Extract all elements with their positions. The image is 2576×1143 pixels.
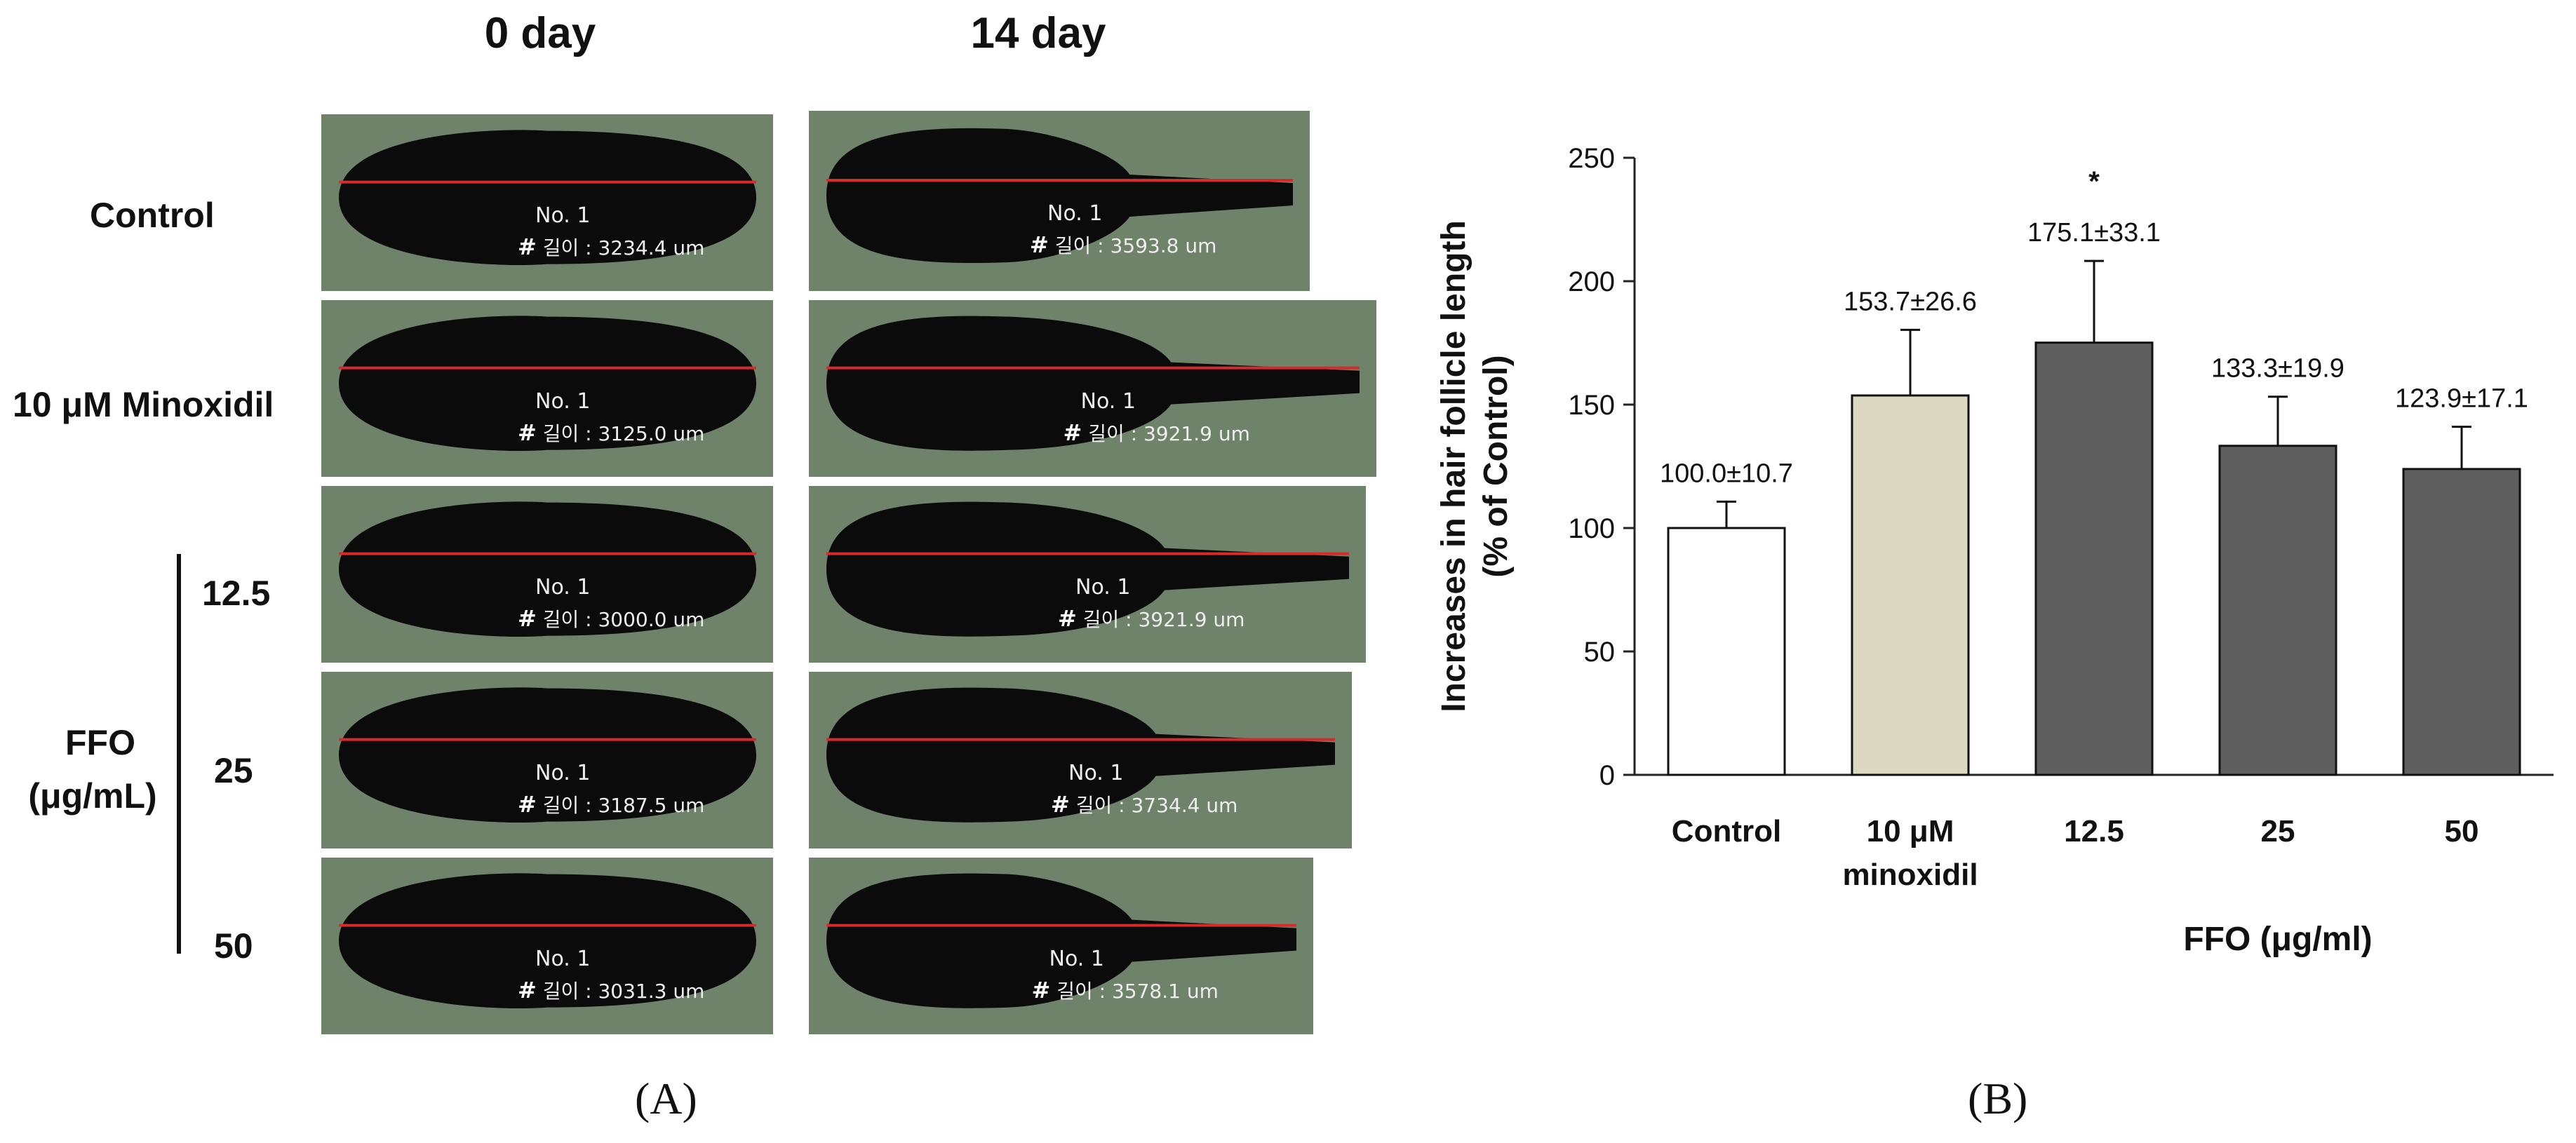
sample-number: No. 1 — [535, 574, 591, 600]
row-label-25: 25 — [214, 751, 253, 790]
value-label: 133.3±19.9 — [2211, 354, 2344, 384]
value-label: 100.0±10.7 — [1660, 459, 1793, 488]
length-value: 길이 : 3187.5 um — [536, 793, 705, 817]
y-axis-title-unit: (% of Control) — [1477, 355, 1515, 577]
length-measurement: # 길이 : 3921.9 um — [1058, 604, 1245, 633]
x-tick-label: 10 μM — [1867, 814, 1954, 848]
hash-mark: # — [1063, 419, 1082, 446]
follicle-photo-day0-row4: No. 1 # 길이 : 3187.5 um — [319, 670, 775, 851]
x-tick-label: minoxidil — [1842, 858, 1978, 892]
length-measurement: # 길이 : 3578.1 um — [1032, 976, 1219, 1004]
y-tick-label: 250 — [1568, 143, 1615, 174]
hash-mark: # — [1030, 231, 1049, 258]
sample-number: No. 1 — [1049, 946, 1104, 971]
follicle-image — [809, 858, 1313, 1034]
length-value: 길이 : 3000.0 um — [536, 607, 705, 631]
row-label-12-5: 12.5 — [202, 574, 271, 613]
length-measurement: # 길이 : 3921.9 um — [1064, 419, 1250, 447]
hash-mark: # — [518, 976, 537, 1003]
follicle-image — [321, 858, 773, 1034]
follicle-photo-day0-row2: No. 1 # 길이 : 3125.0 um — [319, 298, 775, 479]
sample-number: No. 1 — [1047, 201, 1103, 226]
length-measurement: # 길이 : 3234.4 um — [518, 233, 704, 261]
length-value: 길이 : 3921.9 um — [1082, 421, 1250, 445]
group-bracket-line — [177, 554, 181, 954]
bar — [2218, 445, 2337, 776]
y-tick-label: 0 — [1599, 760, 1615, 791]
length-value: 길이 : 3234.4 um — [536, 236, 705, 259]
hash-mark: # — [518, 604, 537, 632]
bar — [2402, 468, 2521, 776]
panel-b-label: (B) — [1968, 1074, 2028, 1123]
length-value: 길이 : 3125.0 um — [536, 421, 705, 445]
follicle-image — [809, 486, 1366, 663]
hash-mark: # — [1031, 976, 1051, 1003]
significance-marker: * — [2088, 166, 2100, 197]
follicle-image — [321, 114, 773, 291]
y-tick-label: 200 — [1568, 266, 1615, 297]
length-measurement: # 길이 : 3031.3 um — [518, 976, 704, 1004]
hash-mark: # — [518, 790, 537, 818]
x-tick-label: 25 — [2261, 814, 2295, 848]
bar — [1667, 527, 1786, 776]
row-label-50: 50 — [214, 926, 253, 966]
length-value: 길이 : 3921.9 um — [1076, 607, 1245, 631]
hash-mark: # — [1051, 790, 1070, 818]
row-label-control: Control — [90, 196, 215, 235]
bar — [2034, 341, 2154, 776]
follicle-photo-day0-row5: No. 1 # 길이 : 3031.3 um — [319, 855, 775, 1036]
follicle-image — [809, 111, 1310, 291]
follicle-photo-day14-row3: No. 1 # 길이 : 3921.9 um — [807, 484, 1368, 665]
follicle-photo-day0-row1: No. 1 # 길이 : 3234.4 um — [319, 112, 775, 293]
follicle-image — [809, 300, 1376, 477]
hash-mark: # — [1058, 604, 1077, 632]
sample-number: No. 1 — [1075, 574, 1131, 600]
follicle-photo-day14-row5: No. 1 # 길이 : 3578.1 um — [807, 855, 1315, 1036]
y-tick-label: 150 — [1568, 390, 1615, 421]
panel-a-label: (A) — [635, 1074, 697, 1123]
sample-number: No. 1 — [1068, 760, 1124, 785]
sample-number: No. 1 — [535, 203, 591, 228]
follicle-photo-day14-row1: No. 1 # 길이 : 3593.8 um — [807, 109, 1312, 293]
column-header-day0: 0 day — [484, 9, 596, 58]
sample-number: No. 1 — [535, 946, 591, 971]
bar — [1851, 394, 1970, 776]
length-value: 길이 : 3578.1 um — [1050, 979, 1219, 1003]
length-value: 길이 : 3031.3 um — [536, 979, 705, 1003]
y-tick-label: 50 — [1584, 637, 1616, 668]
y-axis-title: Increases in hair follicle length — [1435, 220, 1473, 712]
group-label-ffo: FFO — [65, 723, 135, 762]
follicle-image — [321, 672, 773, 848]
value-label: 175.1±33.1 — [2027, 218, 2161, 248]
follicle-image — [321, 300, 773, 477]
follicle-photo-day14-row4: No. 1 # 길이 : 3734.4 um — [807, 670, 1354, 851]
length-measurement: # 길이 : 3734.4 um — [1051, 790, 1237, 818]
x-tick-label: Control — [1672, 814, 1781, 848]
x-tick-label: 50 — [2445, 814, 2479, 848]
sample-number: No. 1 — [535, 760, 591, 785]
length-measurement: # 길이 : 3593.8 um — [1030, 231, 1216, 259]
length-measurement: # 길이 : 3000.0 um — [518, 604, 704, 633]
follicle-image — [809, 672, 1352, 848]
column-header-day14: 14 day — [970, 9, 1106, 58]
row-label-minoxidil: 10 μM Minoxidil — [13, 385, 274, 424]
bar-chart: 0 50 100 150 200 250 Increases in hair follicl… — [1435, 143, 2554, 958]
sample-number: No. 1 — [535, 388, 591, 414]
length-value: 길이 : 3593.8 um — [1048, 234, 1217, 257]
hash-mark: # — [518, 419, 537, 446]
group-label-unit: (μg/mL) — [28, 776, 157, 816]
x-axis-title: FFO (μg/ml) — [2183, 921, 2372, 958]
length-measurement: # 길이 : 3187.5 um — [518, 790, 704, 818]
hash-mark: # — [518, 233, 537, 260]
follicle-photo-day14-row2: No. 1 # 길이 : 3921.9 um — [807, 298, 1378, 479]
value-label: 153.7±26.6 — [1844, 287, 1977, 316]
y-tick-label: 100 — [1568, 513, 1615, 544]
length-measurement: # 길이 : 3125.0 um — [518, 419, 704, 447]
length-value: 길이 : 3734.4 um — [1069, 793, 1238, 817]
x-tick-label: 12.5 — [2064, 814, 2124, 848]
follicle-image — [321, 486, 773, 663]
sample-number: No. 1 — [1080, 388, 1136, 414]
value-label: 123.9±17.1 — [2395, 384, 2528, 414]
follicle-photo-day0-row3: No. 1 # 길이 : 3000.0 um — [319, 484, 775, 665]
